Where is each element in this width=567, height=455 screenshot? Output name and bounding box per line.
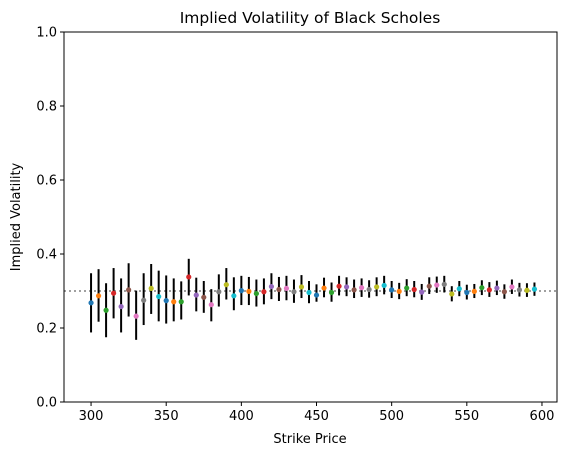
data-point: [449, 291, 455, 297]
data-point: [216, 289, 222, 295]
y-tick-label: 1.0: [36, 26, 57, 41]
data-point: [141, 297, 147, 303]
data-point: [531, 286, 538, 292]
data-point: [201, 294, 207, 300]
data-point: [88, 300, 94, 306]
data-point: [268, 283, 275, 290]
data-point: [343, 284, 350, 290]
data-point: [193, 292, 199, 298]
data-point: [456, 286, 462, 292]
data-point: [298, 284, 305, 290]
x-tick-label: 600: [530, 409, 555, 424]
data-point: [336, 283, 342, 289]
data-point: [111, 290, 117, 296]
data-point: [291, 289, 297, 295]
data-point: [426, 283, 432, 289]
data-point: [321, 285, 327, 291]
data-point: [351, 287, 357, 293]
data-point: [231, 293, 237, 299]
y-tick-label: 0.4: [36, 248, 57, 263]
data-point: [396, 288, 402, 294]
data-point: [178, 299, 184, 305]
data-point: [95, 293, 102, 299]
chart-title: Implied Volatility of Black Scholes: [180, 9, 441, 27]
axes-frame: [63, 31, 558, 403]
data-point: [404, 285, 410, 291]
data-point: [283, 285, 290, 292]
data-point: [306, 289, 312, 296]
data-point: [471, 288, 477, 294]
data-point: [359, 285, 365, 291]
y-tick-label: 0.2: [36, 322, 57, 337]
y-tick-label: 0.8: [36, 100, 57, 115]
x-tick-label: 500: [379, 409, 404, 424]
data-point: [261, 289, 267, 295]
data-point: [126, 287, 132, 293]
data-point: [246, 288, 252, 294]
x-tick-label: 350: [154, 409, 179, 424]
data-point: [366, 286, 372, 293]
data-point: [148, 285, 154, 292]
data-point: [516, 287, 523, 293]
data-point: [163, 298, 169, 304]
x-axis-label: Strike Price: [273, 432, 346, 447]
data-point: [501, 289, 507, 295]
data-point: [494, 285, 500, 291]
data-point: [441, 281, 447, 287]
data-point: [328, 289, 335, 296]
data-point: [381, 282, 387, 289]
x-tick-label: 450: [304, 409, 329, 424]
data-point: [156, 293, 162, 300]
x-tick-label: 400: [229, 409, 254, 424]
y-tick-label: 0.0: [36, 396, 57, 411]
data-point: [171, 299, 177, 305]
y-axis-label: Implied Volatility: [9, 162, 24, 271]
data-point: [223, 282, 229, 288]
data-point: [238, 288, 244, 294]
axes: 300 350 400 450 500 550 600 0.0 0.2 0.4 0.6 0.8 1.0: [36, 26, 558, 424]
data-point: [524, 287, 530, 293]
data-point: [509, 284, 515, 290]
x-tick-label: 550: [454, 409, 479, 424]
x-tick-label: 300: [79, 409, 104, 424]
data-point: [118, 303, 124, 310]
data-point: [208, 302, 214, 308]
data-point: [374, 284, 380, 290]
data-point: [276, 286, 282, 293]
data-point: [486, 287, 492, 293]
plot-area: [64, 258, 557, 340]
data-point: [133, 313, 139, 319]
data-point: [103, 307, 109, 313]
data-point: [479, 285, 485, 291]
data-point: [389, 287, 395, 293]
data-point: [434, 282, 440, 288]
data-point: [411, 286, 417, 293]
data-point: [313, 292, 320, 298]
data-point: [253, 290, 259, 297]
y-tick-label: 0.6: [36, 174, 57, 189]
data-point: [186, 274, 192, 280]
data-point: [464, 289, 470, 296]
data-point: [419, 289, 425, 295]
